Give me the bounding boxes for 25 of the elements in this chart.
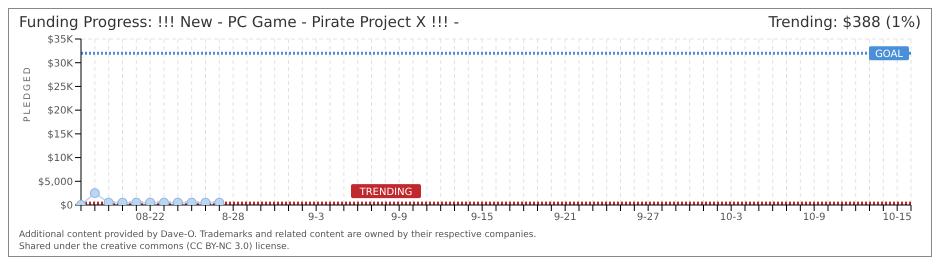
y-tick-label: $15K xyxy=(47,129,74,140)
ref-line-label: TRENDING xyxy=(358,187,412,198)
x-tick-label: 8-28 xyxy=(222,212,245,224)
text: Additional content provided by Dave-O. Trademarks and related content are owned by their respective companies. xyxy=(19,229,538,241)
x-tick-label: 10-3 xyxy=(720,212,743,224)
x-tick-label: 08-22 xyxy=(136,212,165,224)
y-axis-title: PLEDGED xyxy=(23,65,34,122)
text: Shared under the creative commons (CC BY-NC 3.0) license. xyxy=(19,241,291,253)
y-tick-label: $25K xyxy=(47,82,74,93)
x-tick-label: 9-9 xyxy=(390,212,408,224)
x-tick-label: 9-27 xyxy=(636,212,660,224)
y-tick-label: $20K xyxy=(47,106,74,117)
x-tick-label: 10-15 xyxy=(882,212,912,224)
chart-subtitle: Trending: $388 (1%) xyxy=(768,13,921,31)
y-tick-label: $35K xyxy=(47,34,74,46)
y-tick-label: $5,000 xyxy=(38,176,73,188)
x-tick-label: 9-21 xyxy=(554,212,577,224)
x-tick-label: 10-9 xyxy=(802,212,826,224)
x-tick-label: 9-3 xyxy=(308,212,324,224)
x-tick-label: 9-15 xyxy=(470,212,494,224)
y-tick-label: $10K xyxy=(47,153,74,164)
y-tick-label: $0 xyxy=(60,200,73,212)
ref-line-label: GOAL xyxy=(875,49,904,60)
chart-title: Funding Progress: !!! New - PC Game - Pirate Project X !!! - xyxy=(19,13,459,31)
y-tick-label: $30K xyxy=(47,58,74,70)
